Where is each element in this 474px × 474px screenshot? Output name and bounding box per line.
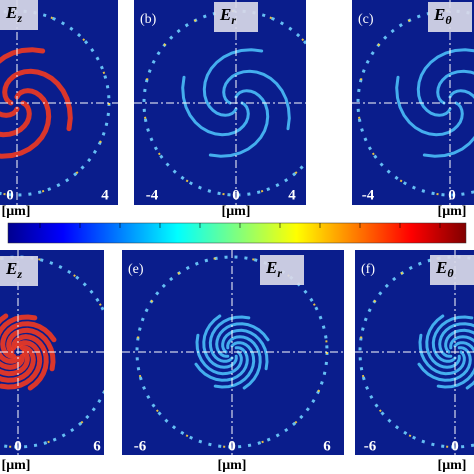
spiral-arm <box>0 349 30 377</box>
panel <box>352 0 474 205</box>
tick-label: 0 <box>6 187 14 203</box>
tick-label: 6 <box>93 438 101 454</box>
spiral-arm <box>2 68 73 132</box>
spiral-arm <box>202 48 264 117</box>
spiral-arm <box>0 100 32 138</box>
tick-label: 0 <box>232 187 240 203</box>
spiral-arm <box>395 75 464 137</box>
axis-unit: [μm] <box>2 458 31 473</box>
field-label-box <box>0 256 38 286</box>
spiral-arm <box>0 314 38 364</box>
field-label: Eθ <box>435 258 454 280</box>
spiral-arm <box>0 321 57 359</box>
axis-unit: [μm] <box>438 458 467 473</box>
field-label: Er <box>265 258 282 280</box>
axis-unit: [μm] <box>438 204 467 219</box>
spiral-arm <box>417 346 472 382</box>
field-symbol: E <box>5 3 17 22</box>
panel-label: (b) <box>140 12 157 27</box>
field-label-box <box>428 2 472 32</box>
spiral-arm <box>0 313 25 370</box>
field-subscript: r <box>231 13 236 27</box>
field-label: Ez <box>5 259 22 281</box>
spiral-arm <box>208 315 251 363</box>
spiral-arm <box>194 346 249 382</box>
field-symbol: E <box>433 5 445 24</box>
spiral-arm <box>222 69 291 131</box>
spiral-arm <box>422 89 474 158</box>
panel-label: (e) <box>128 262 144 277</box>
field-symbol: E <box>219 5 231 24</box>
field-subscript: θ <box>447 266 454 280</box>
panel-label: (f) <box>361 262 375 277</box>
axis-unit: [μm] <box>218 458 247 473</box>
field-subscript: z <box>16 267 22 281</box>
field-label: Ez <box>5 3 22 25</box>
spiral-arm <box>181 75 250 137</box>
axis-unit: [μm] <box>222 204 251 219</box>
spiral-arm <box>226 335 262 390</box>
tick-label: -4 <box>146 187 159 203</box>
field-symbol: E <box>265 258 277 277</box>
tick-label: 6 <box>323 438 331 454</box>
field-subscript: r <box>277 266 282 280</box>
spiral-arm <box>6 327 56 372</box>
field-label: Eθ <box>433 5 452 27</box>
tick-label: 4 <box>101 187 109 203</box>
tick-label: -6 <box>364 438 377 454</box>
tick-label: -4 <box>362 187 375 203</box>
tick-label: 0 <box>228 438 236 454</box>
tick-label: 0 <box>448 187 456 203</box>
spiral-arm <box>431 315 474 363</box>
field-label-box <box>214 2 258 32</box>
spiral-arm <box>215 322 270 358</box>
axis-unit: [μm] <box>2 204 31 219</box>
colorbar <box>7 222 467 244</box>
spiral-arm <box>0 345 36 383</box>
field-label-box <box>260 255 304 285</box>
spiral-arm <box>0 88 52 159</box>
spiral-arm <box>436 341 474 389</box>
spiral-arm <box>0 47 46 118</box>
spiral-arm <box>0 340 43 390</box>
spiral-arm <box>436 69 474 105</box>
tick-label: 0 <box>451 438 459 454</box>
field-symbol: E <box>5 259 17 278</box>
tick-label: 4 <box>288 187 296 203</box>
spiral-arm <box>195 333 243 376</box>
spiral-arm <box>208 89 270 158</box>
spiral-arm <box>425 314 461 369</box>
spiral-arm <box>416 48 474 117</box>
spiral-arm <box>221 328 269 371</box>
tick-label: -6 <box>134 438 147 454</box>
spiral-arm <box>444 328 474 354</box>
field-label-box <box>430 255 474 285</box>
field-subscript: θ <box>445 13 452 27</box>
colorbar-ticks <box>39 223 441 228</box>
panel-label: (c) <box>358 12 374 27</box>
field-label: Er <box>219 5 236 27</box>
field-label-box <box>0 0 38 30</box>
panel <box>122 250 344 455</box>
spiral-arm <box>11 334 49 391</box>
tick-label: 0 <box>14 438 22 454</box>
field-subscript: z <box>16 11 22 25</box>
field-symbol: E <box>435 258 447 277</box>
spiral-arm <box>213 341 256 389</box>
spiral-arm <box>438 322 474 358</box>
spiral-arm <box>418 333 466 376</box>
panel <box>0 0 118 205</box>
spiral-arm <box>202 314 238 369</box>
